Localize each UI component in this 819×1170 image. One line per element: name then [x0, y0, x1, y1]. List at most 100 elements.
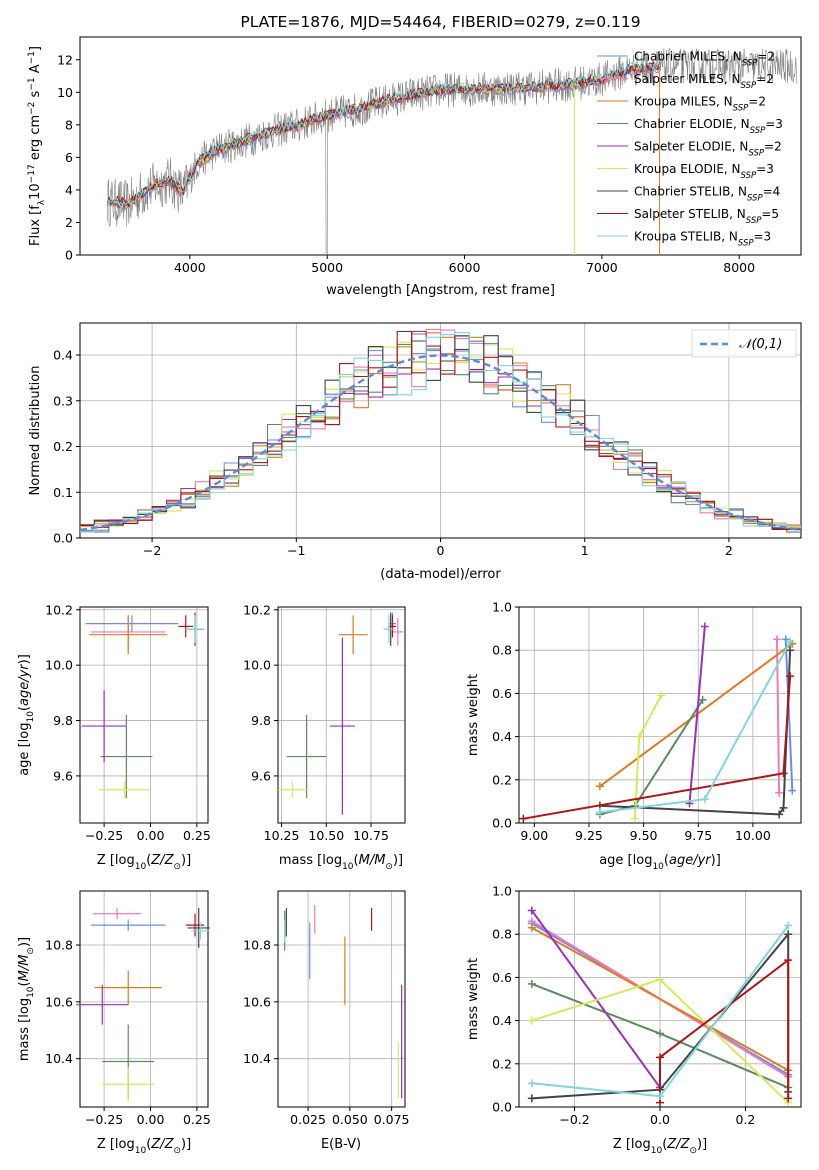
age-vs-Z-points: [81, 612, 205, 799]
x-tick-label: 7000: [586, 260, 618, 275]
label-part: (: [664, 853, 669, 868]
label-part: M/M: [359, 853, 386, 868]
legend-label-main: Kroupa STELIB, N: [634, 230, 738, 244]
legend-label-sub: SSP: [741, 171, 757, 181]
weight-line: [523, 676, 792, 820]
legend-label-main: Chabrier ELODIE, N: [634, 117, 750, 131]
spectrum-axes: 4000 5000 6000 7000 8000 0 2 4 6 8 10 12: [57, 36, 802, 275]
y-tick-label: 0.6: [492, 686, 512, 701]
legend-label-sub: SSP: [750, 126, 766, 136]
x-tick-label: 6000: [449, 260, 481, 275]
legend-label-tail: =5: [761, 207, 779, 221]
y-tick-label: 9.6: [53, 768, 73, 783]
label-part: mass [log: [279, 853, 342, 868]
x-tick-label: 9.25: [575, 828, 603, 843]
y-axis-label: age [log10(age/yr)]: [17, 654, 36, 776]
weight-marker: [784, 921, 793, 930]
x-tick-label: 9.00: [520, 828, 548, 843]
legend-label-tail: =2: [757, 50, 775, 64]
histogram-series: [80, 332, 801, 533]
y-tick-label: 0.3: [53, 393, 73, 408]
weight-marker: [698, 695, 707, 704]
legend-label: 𝒩(0,1): [739, 337, 782, 352]
x-tick-label: 0.25: [183, 1112, 211, 1127]
weight-marker: [527, 1079, 536, 1088]
label-part: (: [662, 1137, 667, 1152]
y-tick-label: 0.4: [53, 348, 73, 363]
label-part: ⊙: [385, 862, 393, 872]
label-part: 10: [651, 1146, 663, 1156]
x-tick-label: 0.00: [137, 1112, 165, 1127]
y-tick-label: 0.0: [492, 816, 512, 831]
residuals-axes: −2 −1 0 1 2 0.0 0.1 0.2 0.3 0.4: [53, 322, 802, 558]
label-part: (: [354, 853, 359, 868]
y-tick-label: 10.2: [243, 602, 271, 617]
weight-marker: [775, 788, 784, 797]
legend-label: Kroupa ELODIE, NSSP=3: [634, 162, 774, 181]
histogram-lines: [80, 328, 801, 533]
label-part: ⊙: [173, 1146, 181, 1156]
spectrum-lines: [107, 48, 798, 255]
plot-frame: [79, 890, 209, 1108]
label-part: 10: [342, 862, 354, 872]
weight-marker: [635, 732, 644, 741]
legend-label: Salpeter ELODIE, NSSP=2: [634, 140, 782, 159]
y-tick-label: 1.0: [492, 884, 512, 899]
x-tick-label: 0.0: [650, 1112, 670, 1127]
legend-label: Kroupa STELIB, NSSP=3: [634, 230, 771, 249]
x-tick-label: 4000: [174, 260, 206, 275]
y-tick-label: 0.8: [492, 643, 512, 658]
y-tick-label: 2: [65, 215, 73, 230]
plot-frame: [277, 890, 406, 1108]
legend-label-main: Chabrier STELIB, N: [634, 185, 747, 199]
x-tick-label: −1: [287, 543, 305, 558]
y-tick-label: 10.4: [45, 1051, 73, 1066]
x-tick-label: 5000: [311, 260, 343, 275]
x-axis-label: Z [log10(Z/Z⊙)]: [97, 853, 191, 872]
histogram-series: [80, 328, 801, 533]
label-part: )]: [17, 654, 32, 664]
weight-vs-age-series: [519, 622, 797, 823]
weight-line: [688, 626, 706, 804]
label-part: erg cm: [28, 115, 43, 164]
label-part: 10: [28, 183, 43, 200]
y-axis-label: mass [log10(M/M⊙)]: [17, 937, 36, 1061]
y-tick-label: 9.8: [53, 713, 73, 728]
y-tick-label: 8: [65, 117, 73, 132]
x-tick-label: 9.75: [684, 828, 712, 843]
label-part: age [log: [599, 853, 652, 868]
label-part: Flux [f: [28, 205, 43, 246]
y-tick-label: 0: [65, 248, 73, 263]
label-part: 10: [135, 862, 147, 872]
x-tick-label: −0.25: [85, 828, 123, 843]
legend-label-tail: =3: [765, 117, 783, 131]
weight-marker: [786, 646, 795, 655]
x-axis-label: (data-model)/error: [380, 567, 501, 582]
legend-label-main: Salpeter STELIB, N: [634, 207, 746, 221]
weight-marker: [784, 1094, 793, 1103]
weight-vs-age-axes: 9.00 9.25 9.50 9.75 10.00 0.0 0.2 0.4 0.6 0.8 1.0: [492, 600, 802, 843]
label-part: −2: [27, 102, 37, 115]
legend-label: Salpeter MILES, NSSP=2: [634, 72, 774, 91]
x-tick-label: 10.25: [264, 828, 300, 843]
x-tick-label: 10.75: [353, 828, 389, 843]
x-tick-label: 0.025: [290, 1112, 326, 1127]
label-part: M/M: [17, 955, 32, 982]
y-tick-label: 0.2: [492, 1056, 512, 1071]
label-part: ⊙: [173, 862, 181, 872]
legend-label-sub: SSP: [738, 239, 754, 249]
x-tick-label: 10.50: [308, 828, 344, 843]
weight-line: [599, 642, 793, 788]
y-axis-label: mass weight: [466, 958, 481, 1040]
label-part: Z/Z: [150, 853, 174, 868]
y-tick-label: 0.0: [53, 531, 73, 546]
weight-marker: [788, 786, 797, 795]
x-tick-label: 1: [581, 543, 589, 558]
weight-marker: [781, 635, 790, 644]
legend-label-tail: =3: [754, 230, 772, 244]
x-tick-label: 0.00: [137, 828, 165, 843]
label-part: Z/Z: [666, 1137, 690, 1152]
label-part: (: [17, 706, 32, 711]
weight-line: [784, 639, 794, 791]
